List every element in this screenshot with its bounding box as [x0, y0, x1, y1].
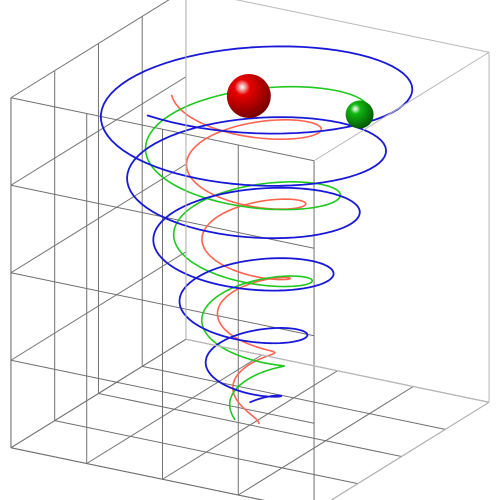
helix-green: [146, 87, 369, 420]
sphere-red: [227, 74, 271, 118]
plot-3d: [0, 0, 500, 500]
grid-front: [186, 0, 489, 500]
sphere-green: [346, 101, 374, 129]
